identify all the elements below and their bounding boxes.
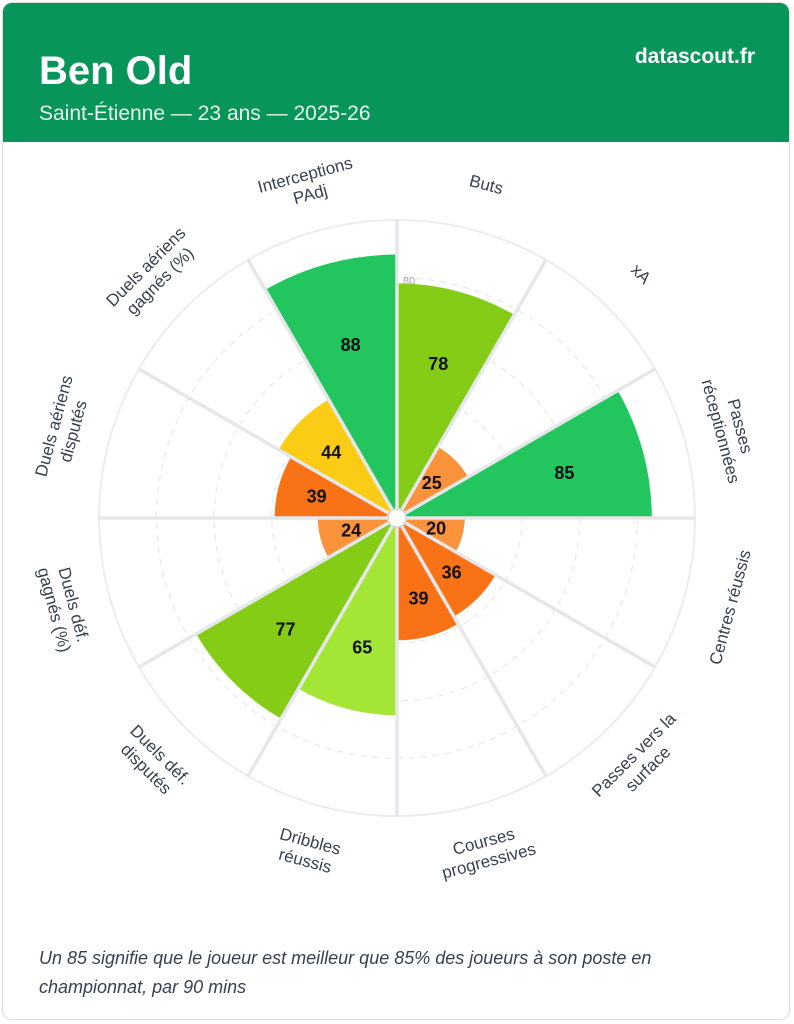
spoke — [404, 521, 656, 669]
center-hole — [387, 508, 407, 528]
bar-buts — [397, 283, 515, 510]
bar-xa — [402, 446, 469, 513]
bar-passes-receptionnees — [405, 390, 652, 518]
bar-passes-vers-la-surface — [402, 523, 496, 617]
radar-chart: 80 78 25 85 20 36 39 65 77 24 39 44 88 Buts xA Passesré… — [31, 153, 757, 882]
bar-dribbles-reussis — [298, 526, 397, 716]
spoke — [404, 367, 656, 515]
value-label-courses-progressives: 39 — [409, 588, 429, 608]
bar-centres-reussis — [405, 518, 465, 552]
value-label-duels-def-gagnes: 24 — [341, 520, 361, 540]
bar-interceptions-padj — [265, 254, 397, 510]
spoke — [246, 525, 394, 777]
category-label-line: Buts — [467, 171, 505, 198]
spoke — [138, 367, 390, 515]
category-label-xa: xA — [627, 260, 655, 288]
spoke — [246, 259, 394, 511]
footnote: Un 85 signifie que le joueur est meilleu… — [39, 948, 652, 997]
category-label-line: Centres réussis — [706, 548, 755, 667]
value-label-xa: 25 — [422, 473, 442, 493]
spoke — [400, 259, 548, 511]
value-label-duels-aeriens-gagnes: 44 — [321, 442, 341, 462]
brand-link[interactable]: datascout.fr — [634, 45, 755, 68]
category-label-duels-def-disputes: Duels déf.disputés — [117, 721, 194, 798]
value-label-centres-reussis: 20 — [426, 518, 446, 538]
ring-label-80: 80 — [403, 276, 415, 288]
value-label-duels-aeriens-disputes: 39 — [307, 486, 327, 506]
value-label-duels-def-disputes: 77 — [276, 619, 296, 639]
value-label-buts: 78 — [428, 354, 448, 374]
bar-courses-progressives — [397, 526, 459, 641]
spoke — [138, 521, 390, 669]
value-label-passes-receptionnees: 85 — [554, 463, 574, 483]
bar-duels-aeriens-disputes — [274, 456, 389, 518]
bar-duels-def-disputes — [196, 523, 392, 719]
value-label-passes-vers-la-surface: 36 — [442, 563, 462, 583]
bar-duels-def-gagnes — [317, 518, 389, 558]
player-subtitle: Saint-Étienne — 23 ans — 2025-26 — [39, 102, 371, 125]
category-label-centres-reussis: Centres réussis — [706, 548, 755, 667]
header-banner: Ben Old Saint-Étienne — 23 ans — 2025-26… — [3, 3, 789, 142]
category-label-buts: Buts — [467, 171, 505, 198]
category-label-duels-def-gagnes: Duels déf.gagnés (%) — [34, 565, 93, 654]
value-label-interceptions-padj: 88 — [341, 335, 361, 355]
bar-duels-aeriens-gagnes — [278, 399, 392, 513]
player-name: Ben Old — [39, 49, 193, 93]
value-label-dribbles-reussis: 65 — [352, 638, 372, 658]
category-label-line: xA — [627, 260, 655, 288]
spoke — [400, 525, 548, 777]
